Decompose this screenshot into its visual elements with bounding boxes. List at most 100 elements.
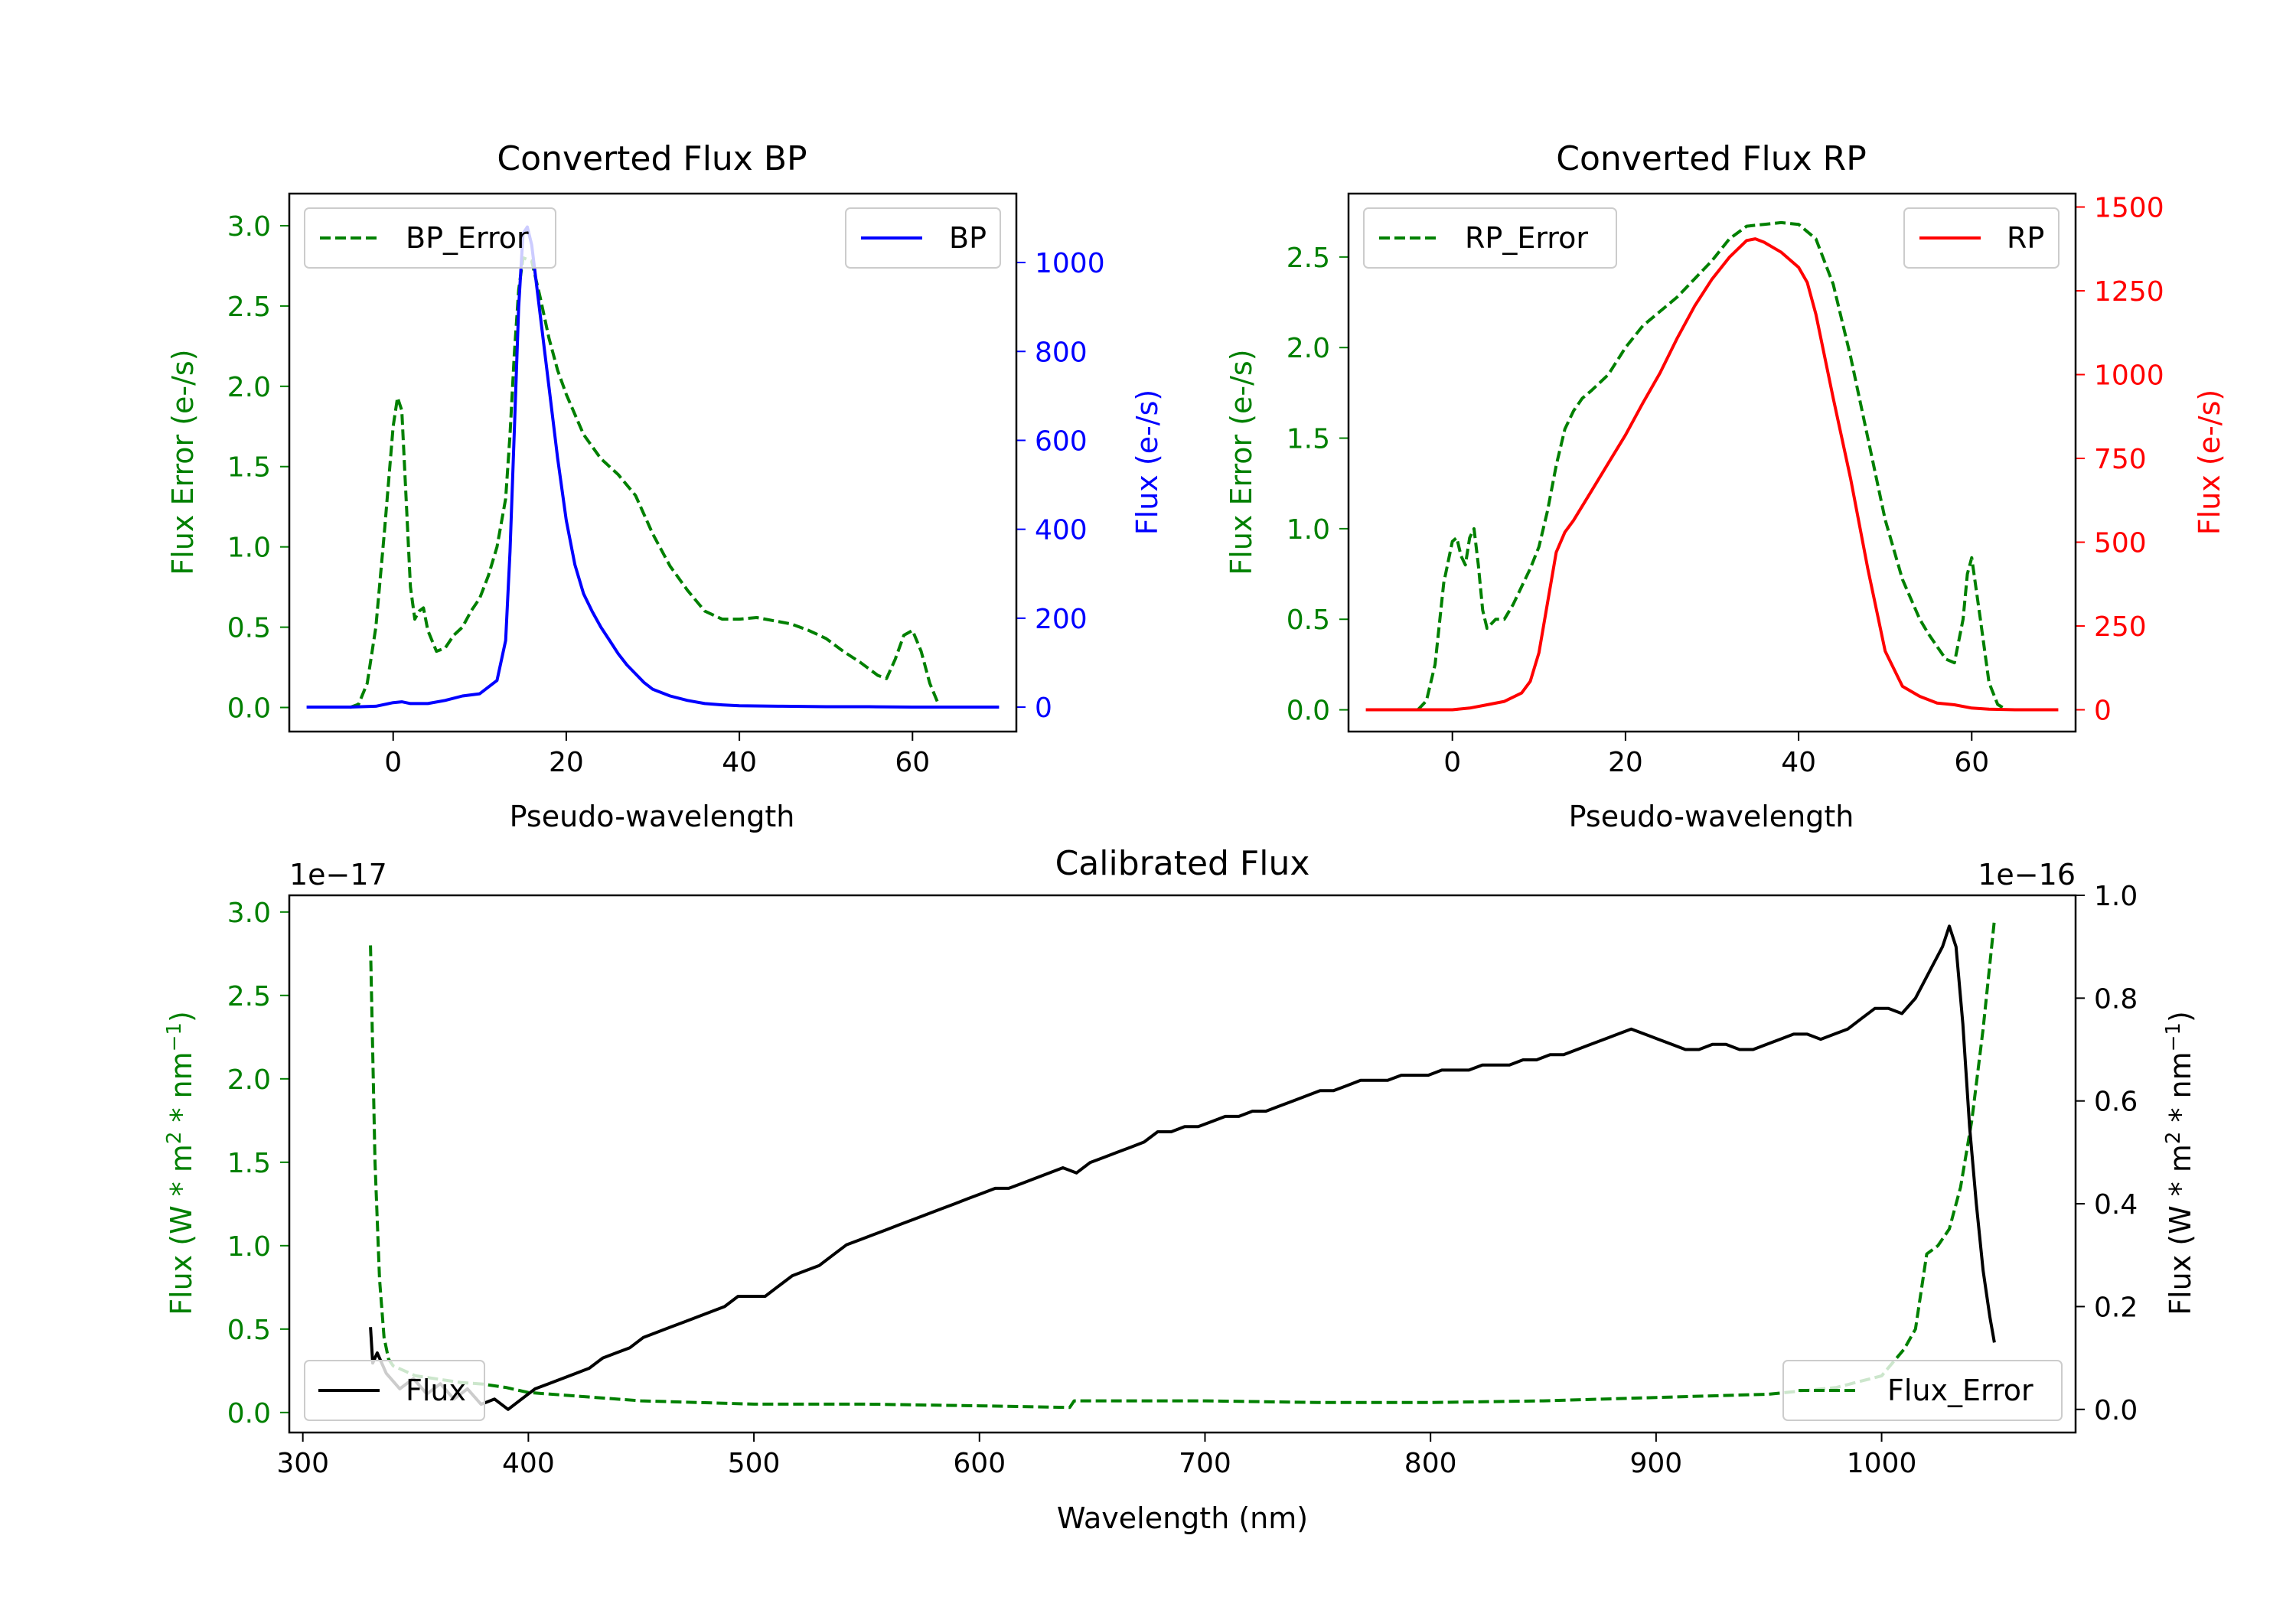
bp-ticks-layer: 0 20 40 60 0.0 0.5 1.0 1.5 2.0 2.5 3.0 0 200 400 600 80… [227,211,1105,778]
flux-error-legend: Flux_Error [1782,1360,2063,1421]
rp-series-rp-line [1365,237,2059,712]
rp-legend-box [1903,207,2060,269]
rp-right-axis-label: Flux (e-/s) [2193,390,2226,535]
bp-x-axis-label: Pseudo-wavelength [510,800,795,833]
rp-right-y-tick-label: 0 [2094,696,2112,727]
calibrated-left-y-tick-label: 0.0 [227,1398,271,1429]
flux-error-legend-label: Flux_Error [1887,1374,2033,1407]
rp-right-y-tick-label: 750 [2094,444,2147,475]
bp-panel-title: Converted Flux BP [497,139,807,178]
rp-x-tick-label: 60 [1954,747,1989,778]
bp-left-y-tick-label: 2.0 [227,372,271,403]
rp-right-y-tick-label: 500 [2094,528,2147,559]
rp-series-rp-error-line [1417,220,2007,712]
rp-axes-frame [1347,192,2077,733]
rp-x-tick-label: 20 [1608,747,1643,778]
bp-left-axis-label: Flux Error (e-/s) [166,349,200,575]
rp-error-legend-box [1363,207,1617,269]
calibrated-series-flux-line [369,924,1996,1411]
calibrated-right-y-tick-label: 0.2 [2094,1292,2138,1323]
rp-ticks-layer: 0 20 40 60 0.0 0.5 1.0 1.5 2.0 2.5 0 250 500 750 1000 1… [1287,193,2164,778]
calibrated-right-y-tick-label: 0.8 [2094,983,2138,1015]
calibrated-left-axis-label: Flux (W * m2 * nm−1) [163,1011,198,1315]
bp-series-layer [306,225,1000,709]
calibrated-right-y-tick-label: 0.0 [2094,1395,2138,1426]
calibrated-left-y-tick-label: 1.5 [227,1148,271,1179]
bp-panel: Converted Flux BP 0 20 40 60 0.0 0.5 1.0 1.5 2.0… [166,139,1164,833]
calibrated-axes-frame [288,894,2077,1434]
bp-axes-frame [288,192,1018,733]
rp-right-y-tick-label: 1500 [2094,193,2164,224]
calibrated-right-y-tick-label: 0.6 [2094,1087,2138,1118]
calibrated-x-axis-label: Wavelength (nm) [1057,1501,1308,1535]
flux-error-legend-box [1782,1360,2063,1421]
rp-left-axis-label: Flux Error (e-/s) [1225,349,1258,575]
flux-legend: Flux [304,1360,485,1421]
bp-right-y-tick-label: 200 [1035,604,1088,635]
bp-x-tick-label: 0 [384,747,402,778]
rp-legend-label: RP [2007,221,2044,255]
bp-legend-box [845,207,1001,269]
bp-legend-label: BP [949,221,987,255]
calibrated-panel: Calibrated Flux 1e−17 1e−16 300 400 500 600… [163,844,2197,1535]
calibrated-left-y-tick-label: 3.0 [227,898,271,929]
rp-legend: RP [1903,207,2060,269]
bp-right-axis-label: Flux (e-/s) [1130,390,1164,535]
bp-right-y-tick-label: 600 [1035,425,1088,457]
calibrated-x-tick-label: 800 [1404,1448,1457,1479]
calibrated-x-tick-label: 400 [502,1448,555,1479]
calibrated-right-y-tick-label: 1.0 [2094,881,2138,912]
rp-right-y-tick-label: 250 [2094,611,2147,643]
flux-legend-box [304,1360,485,1421]
rp-x-tick-label: 40 [1781,747,1816,778]
calibrated-ticks-layer: 300 400 500 600 700 800 900 1000 0.0 0.5 1.0 1.5 2.0… [227,881,2138,1479]
bp-left-y-tick-label: 0.0 [227,693,271,725]
calibrated-left-y-tick-label: 0.5 [227,1315,271,1346]
calibrated-x-tick-label: 500 [728,1448,781,1479]
bp-left-y-tick-label: 0.5 [227,613,271,644]
calibrated-x-tick-label: 700 [1179,1448,1231,1479]
bp-error-legend-box [304,207,556,269]
calibrated-x-tick-label: 300 [276,1448,329,1479]
calibrated-x-tick-label: 600 [953,1448,1006,1479]
bp-right-y-tick-label: 1000 [1035,248,1105,279]
rp-right-y-tick-label: 1000 [2094,360,2164,392]
calibrated-panel-title: Calibrated Flux [1055,844,1310,883]
bp-x-tick-label: 40 [722,747,757,778]
rp-error-legend: RP_Error [1363,207,1617,269]
calibrated-left-y-tick-label: 1.0 [227,1231,271,1263]
rp-left-y-tick-label: 2.0 [1287,333,1330,364]
rp-x-axis-label: Pseudo-wavelength [1569,800,1854,833]
calibrated-right-y-tick-label: 0.4 [2094,1189,2138,1221]
bp-left-y-tick-label: 3.0 [227,211,271,243]
calibrated-right-axis-label: Flux (W * m2 * nm−1) [2162,1011,2197,1315]
calibrated-right-offset-label: 1e−16 [1978,858,2076,892]
rp-panel-title: Converted Flux RP [1556,139,1867,178]
rp-error-legend-label: RP_Error [1465,221,1588,255]
rp-left-y-tick-label: 2.5 [1287,243,1330,274]
rp-x-tick-label: 0 [1443,747,1461,778]
rp-left-y-tick-label: 1.5 [1287,424,1330,455]
bp-right-y-tick-label: 800 [1035,337,1088,368]
bp-series-bp-line [306,225,1000,709]
bp-legend: BP [845,207,1001,269]
rp-left-y-tick-label: 1.0 [1287,514,1330,546]
calibrated-left-y-tick-label: 2.0 [227,1064,271,1096]
bp-left-y-tick-label: 1.0 [227,533,271,564]
rp-series-layer [1365,220,2059,712]
bp-x-tick-label: 60 [895,747,930,778]
rp-panel: Converted Flux RP 0 20 40 60 0.0 0.5 1.0 1.5 2.0… [1225,139,2226,833]
bp-left-y-tick-label: 2.5 [227,292,271,323]
bp-left-y-tick-label: 1.5 [227,452,271,484]
calibrated-left-offset-label: 1e−17 [289,858,387,892]
calibrated-x-tick-label: 1000 [1847,1448,1917,1479]
bp-error-legend-label: BP_Error [406,221,529,255]
calibrated-left-y-tick-label: 2.5 [227,981,271,1012]
flux-legend-label: Flux [406,1374,466,1407]
bp-right-y-tick-label: 0 [1035,693,1052,724]
bp-x-tick-label: 20 [549,747,584,778]
bp-error-legend: BP_Error [304,207,556,269]
rp-right-y-tick-label: 1250 [2094,276,2164,308]
rp-left-y-tick-label: 0.0 [1287,696,1330,727]
